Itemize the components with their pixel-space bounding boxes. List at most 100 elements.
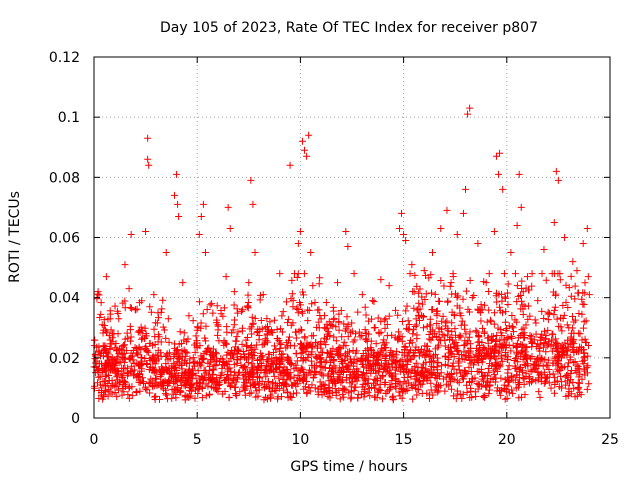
band-point	[271, 387, 279, 395]
band-point	[137, 323, 145, 331]
band-point	[579, 324, 587, 332]
band-point	[342, 342, 350, 350]
data-point	[499, 185, 507, 193]
band-point	[423, 389, 431, 397]
band-point	[284, 394, 292, 402]
band-point	[477, 306, 485, 314]
data-point	[214, 321, 222, 329]
band-point	[278, 312, 286, 320]
band-point	[225, 393, 233, 401]
data-point	[408, 261, 416, 269]
band-point	[512, 342, 520, 350]
band-point	[354, 308, 362, 316]
band-point	[323, 388, 331, 396]
band-point	[389, 393, 397, 401]
band-point	[542, 374, 550, 382]
band-point	[264, 378, 272, 386]
band-point	[113, 353, 121, 361]
band-point	[112, 358, 120, 366]
band-point	[306, 387, 314, 395]
band-point	[478, 358, 486, 366]
band-point	[202, 322, 210, 330]
band-point	[231, 389, 239, 397]
band-point	[567, 376, 575, 384]
band-point	[579, 300, 587, 308]
band-point	[464, 347, 472, 355]
band-point	[410, 288, 418, 296]
data-point	[453, 230, 461, 238]
band-point	[441, 342, 449, 350]
band-point	[539, 362, 547, 370]
band-point	[407, 373, 415, 381]
band-point	[475, 367, 483, 375]
band-point	[95, 348, 103, 356]
band-point	[204, 359, 212, 367]
band-point	[172, 376, 180, 384]
band-point	[324, 392, 332, 400]
band-point	[142, 342, 150, 350]
x-axis-label: GPS time / hours	[290, 459, 407, 475]
band-point	[151, 395, 159, 403]
band-point	[491, 359, 499, 367]
band-point	[571, 282, 579, 290]
band-point	[195, 298, 203, 306]
band-point	[206, 375, 214, 383]
band-point	[236, 388, 244, 396]
data-point	[115, 315, 123, 323]
band-point	[503, 394, 511, 402]
band-point	[413, 391, 421, 399]
band-point	[450, 340, 458, 348]
data-point	[437, 224, 445, 232]
band-point	[328, 389, 336, 397]
band-point	[490, 309, 498, 317]
band-point	[467, 368, 475, 376]
band-point	[490, 371, 498, 379]
data-point	[565, 324, 573, 332]
data-point	[218, 369, 226, 377]
data-point	[121, 261, 129, 269]
band-point	[380, 316, 388, 324]
band-point	[542, 332, 550, 340]
band-point	[322, 299, 330, 307]
band-point	[377, 318, 385, 326]
band-point	[578, 310, 586, 318]
data-point	[490, 227, 498, 235]
band-point	[329, 375, 337, 383]
band-point	[121, 335, 129, 343]
band-point	[104, 361, 112, 369]
data-point	[584, 273, 592, 281]
band-point	[496, 391, 504, 399]
band-point	[558, 378, 566, 386]
band-point	[292, 328, 300, 336]
band-point	[508, 311, 516, 319]
band-point	[569, 313, 577, 321]
band-point	[335, 318, 343, 326]
data-point	[296, 227, 304, 235]
band-point	[435, 383, 443, 391]
band-point	[102, 372, 110, 380]
band-point	[298, 376, 306, 384]
band-point	[356, 333, 364, 341]
data-point	[447, 279, 455, 287]
data-point	[466, 104, 474, 112]
band-point	[208, 383, 216, 391]
band-point	[512, 364, 520, 372]
band-point	[388, 373, 396, 381]
band-point	[511, 376, 519, 384]
band-point	[449, 270, 457, 278]
band-point	[334, 345, 342, 353]
band-point	[411, 381, 419, 389]
band-point	[279, 308, 287, 316]
band-point	[353, 356, 361, 364]
data-point	[201, 249, 209, 257]
band-point	[486, 316, 494, 324]
data-point	[402, 237, 410, 245]
data-point	[398, 209, 406, 217]
band-point	[391, 366, 399, 374]
band-point	[362, 330, 370, 338]
band-point	[279, 350, 287, 358]
band-point	[124, 369, 132, 377]
band-point	[178, 369, 186, 377]
band-point	[249, 355, 257, 363]
data-point	[146, 303, 154, 311]
